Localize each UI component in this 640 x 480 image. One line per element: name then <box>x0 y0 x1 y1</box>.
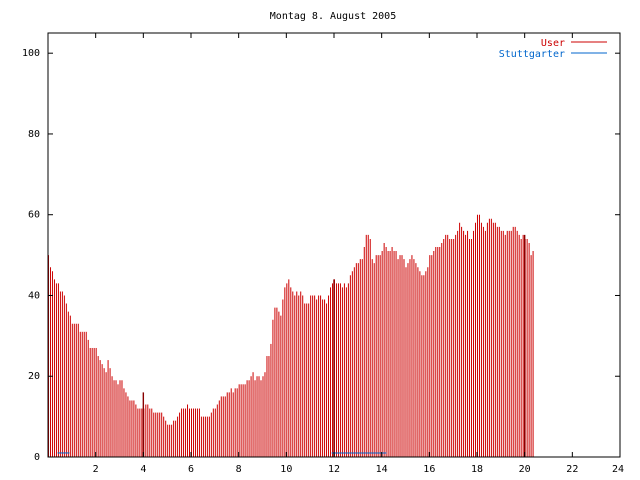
x-axis: 2 4 6 8 10 12 14 16 18 20 22 24 <box>93 33 624 475</box>
legend-label-stuttgarter: Stuttgarter <box>499 49 565 60</box>
x-tick-label: 18 <box>471 464 483 475</box>
x-tick-label: 14 <box>376 464 388 475</box>
y-tick-label: 40 <box>28 290 40 301</box>
y-tick-label: 80 <box>28 129 40 140</box>
y-tick-label: 60 <box>28 210 40 221</box>
x-tick-label: 12 <box>328 464 340 475</box>
legend: User Stuttgarter <box>499 38 607 60</box>
x-tick-label: 20 <box>519 464 531 475</box>
y-tick-label: 20 <box>28 371 40 382</box>
y-tick-label: 0 <box>34 452 40 463</box>
user-series <box>48 214 534 457</box>
x-tick-label: 16 <box>423 464 435 475</box>
x-tick-label: 10 <box>280 464 292 475</box>
y-tick-label: 100 <box>22 48 40 59</box>
x-tick-label: 22 <box>566 464 578 475</box>
chart-title: Montag 8. August 2005 <box>270 11 396 22</box>
x-tick-label: 8 <box>236 464 242 475</box>
x-tick-label: 6 <box>188 464 194 475</box>
y-axis: 0 20 40 60 80 100 <box>22 48 620 463</box>
x-tick-label: 4 <box>140 464 146 475</box>
x-tick-label: 24 <box>612 464 624 475</box>
legend-label-user: User <box>541 38 565 49</box>
x-tick-label: 2 <box>93 464 99 475</box>
